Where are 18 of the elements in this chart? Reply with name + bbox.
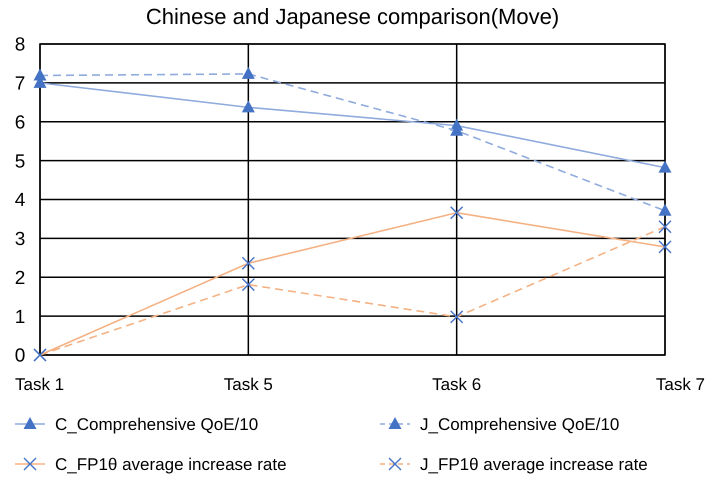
chart-title: Chinese and Japanese comparison(Move) <box>146 4 560 29</box>
y-tick-label: 4 <box>14 190 26 212</box>
legend-label: C_Comprehensive QoE/10 <box>55 414 258 434</box>
x-tick-label: Task 5 <box>224 375 273 394</box>
y-tick-label: 6 <box>14 112 26 134</box>
legend-label: C_FP1θ average increase rate <box>55 454 287 474</box>
y-tick-label: 8 <box>14 34 26 56</box>
y-tick-label: 0 <box>14 346 26 367</box>
y-tick-label: 5 <box>14 151 26 172</box>
x-tick-label: Task 1 <box>15 375 64 394</box>
x-tick-label: Task 6 <box>432 375 482 394</box>
y-tick-label: 7 <box>14 74 26 95</box>
y-tick-label: 2 <box>14 268 26 289</box>
y-tick-label: 1 <box>14 306 26 328</box>
legend-label: J_FP1θ average increase rate <box>420 454 648 474</box>
legend-label: J_Comprehensive QoE/10 <box>420 414 620 434</box>
y-tick-label: 3 <box>14 229 26 250</box>
x-tick-label: Task 7 <box>656 375 705 394</box>
